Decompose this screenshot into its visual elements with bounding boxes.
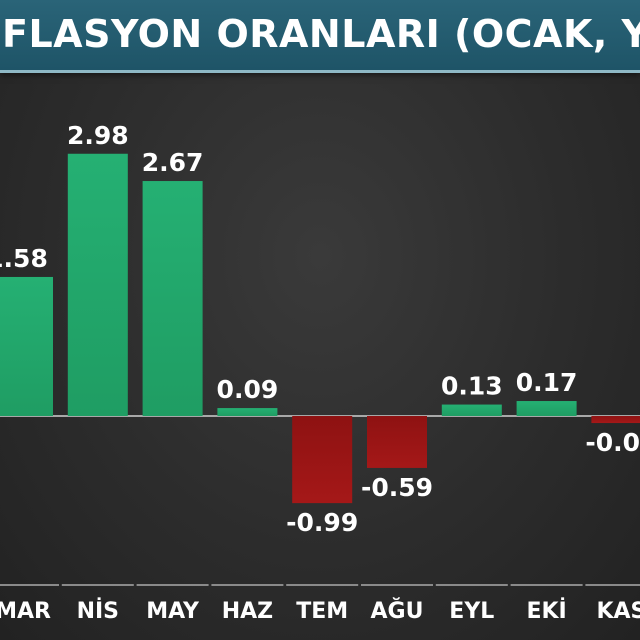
bar	[67, 153, 128, 416]
bar	[591, 416, 640, 424]
tick-label: KAS	[596, 599, 640, 624]
bar	[441, 404, 502, 416]
data-label: 2.67	[142, 148, 204, 177]
data-label: -0.99	[286, 508, 358, 537]
data-label: 1.58	[0, 244, 48, 273]
data-label: 0.13	[441, 372, 503, 401]
tick-label: MAR	[0, 599, 51, 624]
tick-label: EKİ	[526, 598, 566, 624]
tick-label: NİS	[77, 598, 119, 624]
data-label: 2.98	[67, 121, 129, 150]
tick-label: HAZ	[222, 599, 273, 624]
data-label: 0.17	[516, 368, 578, 397]
data-label: -0.08	[585, 428, 640, 457]
data-label: -0.59	[361, 473, 433, 502]
title-bar: FLASYON ORANLARI (OCAK, YURT İÇ	[0, 0, 640, 73]
tick-label: AĞU	[371, 598, 424, 624]
bar	[217, 408, 278, 416]
bar	[367, 416, 427, 468]
tick-label: TEM	[296, 599, 348, 624]
bar	[142, 181, 203, 416]
chart-title: FLASYON ORANLARI (OCAK, YURT İÇ	[2, 12, 640, 56]
data-label: 0.09	[217, 375, 279, 404]
bar	[292, 416, 353, 504]
bar	[516, 401, 577, 416]
bar	[0, 276, 53, 416]
tick-label: MAY	[146, 599, 200, 624]
tick-label: EYL	[449, 599, 494, 624]
